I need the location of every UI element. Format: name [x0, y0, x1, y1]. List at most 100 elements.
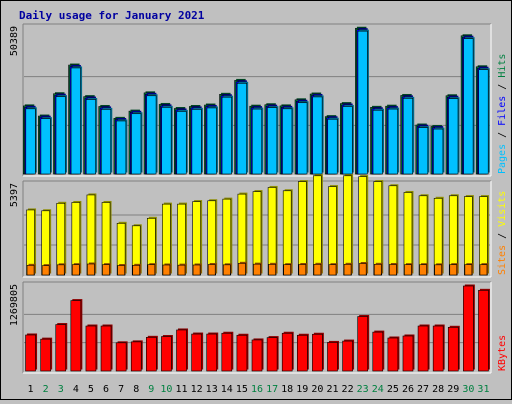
bar-pages: [85, 99, 96, 175]
bar-kbytes: [463, 285, 474, 372]
bar-pages: [146, 95, 157, 175]
bar-sites: [434, 264, 442, 276]
bar-sites: [238, 263, 246, 276]
bar-sites: [404, 264, 412, 276]
bar-sites: [41, 265, 50, 276]
bar-sites: [389, 264, 397, 276]
bar-sites: [328, 264, 337, 276]
bar-kbytes: [115, 342, 127, 372]
bar-pages: [116, 120, 127, 175]
bar-sites: [449, 264, 458, 276]
bar-sites: [117, 265, 125, 276]
bar-pages: [282, 108, 293, 175]
bar-pages: [267, 107, 278, 175]
panel-kbytes: 1269805 KBytes: [9, 281, 508, 374]
day-label: 4: [73, 384, 79, 395]
bar-visits: [418, 195, 428, 276]
day-label: 8: [133, 384, 139, 395]
day-label: 22: [342, 384, 354, 395]
bar-kbytes: [206, 333, 218, 372]
bar-sites: [313, 264, 322, 276]
bar-sites: [343, 264, 352, 276]
bar-visits: [358, 176, 367, 276]
bar-pages: [25, 108, 36, 175]
bar-sites: [223, 264, 231, 276]
bar-sites: [162, 264, 171, 276]
bar-pages: [161, 107, 172, 175]
bar-kbytes: [312, 333, 323, 372]
bar-visits: [313, 175, 322, 276]
day-label: 13: [206, 384, 218, 395]
bar-sites: [358, 263, 367, 276]
bar-pages: [478, 69, 489, 175]
bar-pages: [357, 30, 368, 175]
day-label: 6: [103, 384, 109, 395]
bar-pages: [251, 108, 263, 175]
bar-pages: [191, 109, 202, 175]
day-label: 31: [477, 384, 489, 395]
bar-kbytes: [40, 338, 51, 372]
bar-sites: [26, 265, 35, 276]
day-label: 11: [175, 384, 187, 395]
bar-visits: [297, 181, 307, 276]
bar-visits: [388, 185, 398, 276]
bar-pages: [372, 109, 383, 175]
bar-visits: [403, 192, 413, 276]
chart-title: Daily usage for January 2021: [19, 9, 205, 22]
y-max-label: 5397: [9, 183, 20, 207]
bar-sites: [298, 264, 307, 276]
legend-entry: /: [497, 227, 508, 245]
day-label: 1: [28, 384, 34, 395]
bar-kbytes: [25, 334, 36, 372]
legend-entry: /: [497, 78, 508, 96]
legend-entry: KBytes: [497, 335, 508, 371]
bar-pages: [463, 38, 474, 175]
bar-pages: [448, 98, 459, 175]
day-label: 27: [417, 384, 429, 395]
bar-kbytes: [357, 316, 368, 372]
panel-hits-files-pages: 50389 Pages / Files / Hits: [9, 23, 508, 177]
day-label: 30: [462, 384, 474, 395]
bar-kbytes: [85, 325, 97, 372]
bar-sites: [147, 264, 156, 276]
bar-sites: [268, 264, 276, 276]
panels-layer: 50389 Pages / Files / Hits 5397 Sites / Vis…: [9, 23, 508, 374]
bar-sites: [56, 264, 65, 276]
day-label: 23: [357, 384, 369, 395]
bar-pages: [131, 113, 142, 175]
day-label: 24: [372, 384, 384, 395]
bar-kbytes: [176, 329, 187, 372]
day-label: 9: [148, 384, 154, 395]
bar-sites: [177, 264, 186, 276]
bar-pages: [433, 128, 444, 175]
bar-sites: [207, 264, 216, 276]
day-label: 10: [160, 384, 172, 395]
bar-kbytes: [191, 333, 202, 372]
bar-kbytes: [402, 335, 414, 372]
day-label: 26: [402, 384, 414, 395]
bar-pages: [40, 118, 51, 175]
bar-kbytes: [372, 331, 384, 372]
legend-entry: Hits: [497, 54, 508, 78]
bars-hits-files-pages: [22, 26, 490, 175]
bar-kbytes: [130, 341, 142, 372]
bar-kbytes: [417, 325, 429, 372]
day-label: 7: [118, 384, 124, 395]
bar-kbytes: [146, 337, 157, 372]
bar-kbytes: [387, 337, 399, 372]
bar-visits: [252, 191, 262, 276]
day-label: 28: [432, 384, 444, 395]
day-label: 12: [191, 384, 203, 395]
day-label: 20: [311, 384, 323, 395]
legend-entry: Visits: [497, 191, 508, 227]
bar-pages: [55, 96, 66, 175]
day-label: 18: [281, 384, 293, 395]
bar-pages: [342, 106, 353, 175]
legend-entry: Sites: [497, 245, 508, 275]
bar-visits: [343, 175, 352, 276]
bar-kbytes: [236, 334, 248, 372]
day-label: 21: [326, 384, 338, 395]
bar-kbytes: [281, 332, 293, 372]
day-label: 25: [387, 384, 399, 395]
